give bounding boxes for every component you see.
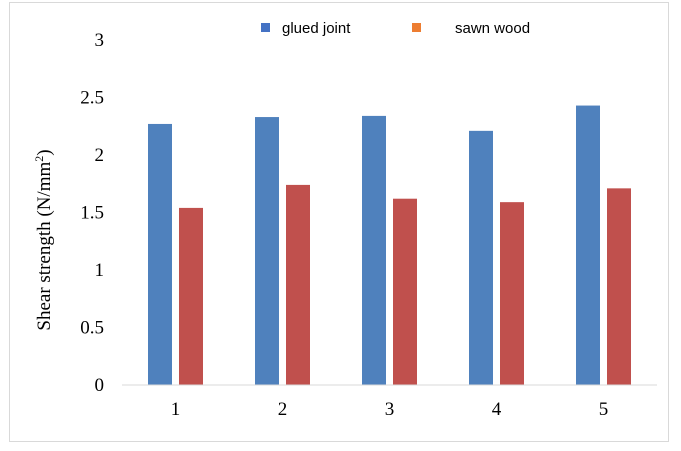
legend-swatch-glued-joint <box>261 23 270 32</box>
bar-sawn-wood-3 <box>393 198 417 385</box>
y-tick-label: 1.5 <box>80 203 104 224</box>
x-tick-label: 2 <box>278 399 288 420</box>
bar-sawn-wood-5 <box>607 188 631 385</box>
bar-glued-joint-1 <box>148 123 172 385</box>
y-tick-label: 0.5 <box>80 318 104 339</box>
y-tick-label: 3 <box>95 30 105 51</box>
y-tick-label: 2 <box>95 145 105 166</box>
bar-glued-joint-4 <box>469 130 493 385</box>
bar-glued-joint-2 <box>255 117 279 386</box>
x-tick-label: 5 <box>599 399 609 420</box>
bar-sawn-wood-2 <box>286 184 310 385</box>
y-axis-ticks: 0 0.5 1 1.5 2 2.5 3 <box>80 30 104 396</box>
legend-label-sawn-wood: sawn wood <box>455 20 530 37</box>
y-tick-label: 1 <box>95 260 105 281</box>
bar-glued-joint-5 <box>576 105 600 386</box>
x-tick-label: 1 <box>171 399 181 420</box>
bar-sawn-wood-4 <box>500 202 524 385</box>
y-tick-label: 2.5 <box>80 88 104 109</box>
chart-frame <box>9 2 669 442</box>
legend-label-glued-joint: glued joint <box>282 20 351 37</box>
x-tick-label: 4 <box>492 399 502 420</box>
y-tick-label: 0 <box>95 375 105 396</box>
x-tick-label: 3 <box>385 399 395 420</box>
legend: glued joint sawn wood <box>261 20 530 37</box>
legend-swatch-sawn-wood <box>412 23 421 32</box>
y-axis-title: Shear strength (N/mm2) <box>32 149 55 330</box>
x-axis-ticks: 1 2 3 4 5 <box>171 399 609 420</box>
bar-sawn-wood-1 <box>179 207 203 385</box>
bar-glued-joint-3 <box>362 115 386 386</box>
bars <box>148 105 631 386</box>
